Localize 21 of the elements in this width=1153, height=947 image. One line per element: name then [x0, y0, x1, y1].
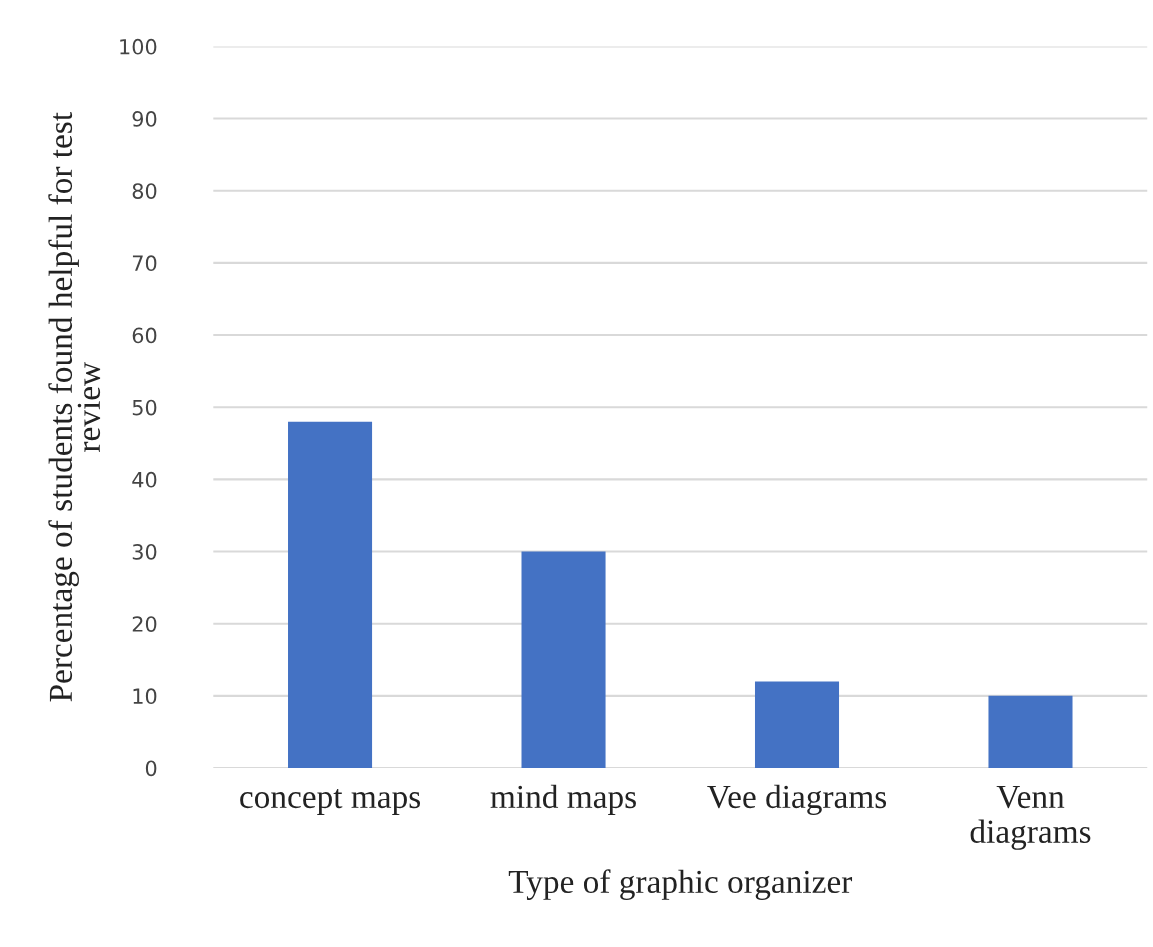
- bar: [288, 421, 373, 769]
- y-tick-label: 70: [132, 255, 157, 272]
- y-tick-label: 90: [132, 111, 157, 127]
- y-tick-label: 50: [132, 399, 157, 416]
- y-tick-label: 60: [132, 327, 157, 344]
- y-tick-label: 80: [132, 183, 157, 199]
- x-tick-label: Vee diagrams: [707, 784, 887, 816]
- y-tick-label: 40: [132, 471, 157, 488]
- y-tick-label: 10: [133, 688, 157, 705]
- y-tick-label: 100: [120, 38, 157, 55]
- y-tick-label: 0: [145, 760, 157, 777]
- y-axis-title: Percentage of students found helpful for test review: [48, 112, 101, 702]
- x-tick-label: Venn diagrams: [970, 785, 1091, 850]
- y-tick-label: 20: [132, 616, 157, 632]
- y-tick-label: 30: [132, 543, 157, 560]
- x-axis-title: Type of graphic organizer: [508, 869, 853, 900]
- bar: [988, 695, 1073, 769]
- bar: [521, 551, 606, 769]
- x-tick-label: mind maps: [490, 784, 636, 815]
- bar: [754, 681, 840, 769]
- x-tick-label: concept maps: [240, 789, 421, 815]
